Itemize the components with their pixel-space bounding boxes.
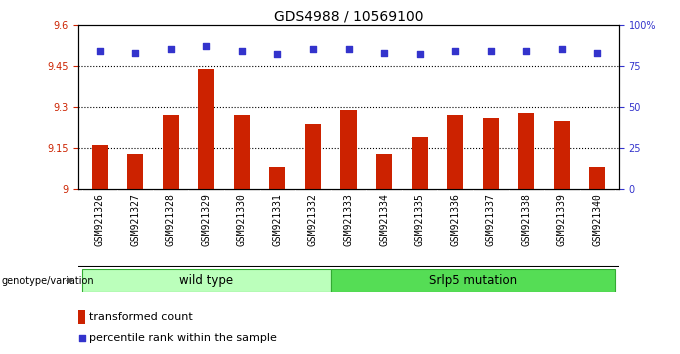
Bar <box>82 269 330 292</box>
Text: transformed count: transformed count <box>88 312 192 322</box>
Point <box>94 48 105 54</box>
Bar <box>341 110 356 189</box>
Bar <box>483 118 498 189</box>
Point <box>343 47 354 52</box>
Text: GSM921326: GSM921326 <box>95 193 105 246</box>
Point <box>272 52 283 57</box>
Bar <box>411 137 428 189</box>
Text: GSM921330: GSM921330 <box>237 193 247 246</box>
Text: GSM921339: GSM921339 <box>557 193 567 246</box>
Point <box>486 48 496 54</box>
Point <box>307 47 318 52</box>
Text: GSM921340: GSM921340 <box>592 193 602 246</box>
Text: GSM921338: GSM921338 <box>522 193 531 246</box>
Text: GSM921337: GSM921337 <box>486 193 496 246</box>
Bar <box>518 113 534 189</box>
Point <box>130 50 141 56</box>
Point <box>76 335 87 341</box>
Text: Srlp5 mutation: Srlp5 mutation <box>429 274 517 287</box>
Point <box>449 48 460 54</box>
Bar <box>234 115 250 189</box>
Point <box>414 52 425 57</box>
Bar <box>590 167 605 189</box>
Point <box>379 50 390 56</box>
Bar <box>447 115 463 189</box>
Bar <box>163 115 179 189</box>
Text: GSM921336: GSM921336 <box>450 193 460 246</box>
Text: GSM921329: GSM921329 <box>201 193 211 246</box>
Bar <box>78 310 85 324</box>
Bar <box>199 69 214 189</box>
Point <box>201 43 211 49</box>
Text: GSM921331: GSM921331 <box>273 193 282 246</box>
Text: percentile rank within the sample: percentile rank within the sample <box>88 332 277 343</box>
Bar <box>305 124 321 189</box>
Text: GSM921335: GSM921335 <box>415 193 424 246</box>
Title: GDS4988 / 10569100: GDS4988 / 10569100 <box>274 10 423 24</box>
Text: GSM921332: GSM921332 <box>308 193 318 246</box>
Bar <box>127 154 143 189</box>
Point <box>521 48 532 54</box>
Text: wild type: wild type <box>179 274 233 287</box>
Point <box>592 50 603 56</box>
Bar <box>330 269 615 292</box>
Bar <box>554 121 570 189</box>
Text: GSM921333: GSM921333 <box>343 193 354 246</box>
Text: genotype/variation: genotype/variation <box>1 275 95 286</box>
Text: GSM921327: GSM921327 <box>130 193 140 246</box>
Bar <box>269 167 286 189</box>
Bar <box>376 154 392 189</box>
Point <box>165 47 176 52</box>
Point <box>237 48 248 54</box>
Text: GSM921328: GSM921328 <box>166 193 175 246</box>
Point <box>556 47 567 52</box>
Text: GSM921334: GSM921334 <box>379 193 389 246</box>
Bar <box>92 145 107 189</box>
